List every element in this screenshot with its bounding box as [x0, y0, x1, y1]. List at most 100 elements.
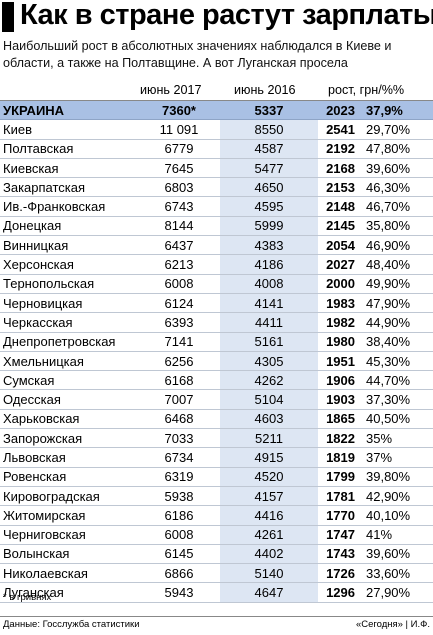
jun2017-cell: 11 091	[138, 119, 220, 140]
growth-cell: 2023	[318, 101, 358, 121]
region-cell: Полтавская	[0, 139, 138, 159]
percent-cell: 27,90%	[358, 582, 433, 603]
growth-cell: 2054	[318, 235, 358, 256]
percent-cell: 37%	[358, 447, 433, 468]
jun2017-cell: 6779	[138, 139, 220, 159]
table-row: Ив.-Франковская 6743 4595 2148 46,70%	[0, 196, 433, 217]
growth-cell: 2145	[318, 216, 358, 237]
growth-cell: 2148	[318, 196, 358, 217]
jun2016-cell: 4305	[220, 351, 318, 372]
percent-cell: 33,60%	[358, 563, 433, 584]
jun2017-cell: 6393	[138, 312, 220, 333]
growth-cell: 2027	[318, 254, 358, 275]
percent-cell: 44,90%	[358, 312, 433, 333]
region-cell: Черкасская	[0, 312, 138, 333]
credit-note: «Сегодня» | И.Ф.	[355, 619, 430, 630]
region-cell: Киев	[0, 119, 138, 140]
jun2016-cell: 4262	[220, 370, 318, 391]
jun2016-cell: 5140	[220, 563, 318, 584]
growth-cell: 1980	[318, 332, 358, 352]
header-jun2016: июнь 2016	[234, 83, 296, 97]
jun2017-cell: 6124	[138, 293, 220, 314]
table-row: Сумская 6168 4262 1906 44,70%	[0, 370, 433, 391]
percent-cell: 49,90%	[358, 274, 433, 294]
growth-cell: 1982	[318, 312, 358, 333]
growth-cell: 1743	[318, 544, 358, 565]
jun2017-cell: 6145	[138, 544, 220, 565]
percent-cell: 41%	[358, 525, 433, 545]
growth-cell: 1983	[318, 293, 358, 314]
title-block: Как в стране растут зарплаты	[0, 0, 433, 38]
percent-cell: 48,40%	[358, 254, 433, 275]
growth-cell: 2192	[318, 139, 358, 159]
region-cell: Тернопольская	[0, 274, 138, 294]
table-row: Черновицкая 6124 4141 1983 47,90%	[0, 293, 433, 314]
footer-divider	[0, 616, 433, 617]
jun2017-cell: 8144	[138, 216, 220, 237]
percent-cell: 46,90%	[358, 235, 433, 256]
region-cell: Хмельницкая	[0, 351, 138, 372]
region-cell: Ив.-Франковская	[0, 196, 138, 217]
growth-cell: 1822	[318, 428, 358, 449]
region-cell: Винницкая	[0, 235, 138, 256]
region-cell: Львовская	[0, 447, 138, 468]
jun2016-cell: 4157	[220, 486, 318, 507]
table-row: Запорожская 7033 5211 1822 35%	[0, 428, 433, 449]
region-cell: Киевская	[0, 158, 138, 179]
region-cell: Сумская	[0, 370, 138, 391]
growth-cell: 1781	[318, 486, 358, 507]
jun2017-cell: 6186	[138, 505, 220, 526]
table-row: Днепропетровская 7141 5161 1980 38,40%	[0, 332, 433, 352]
table-row: Киевская 7645 5477 2168 39,60%	[0, 158, 433, 179]
footnote: * в гривнях	[3, 592, 52, 603]
chart-title: Как в стране растут зарплаты	[20, 0, 433, 31]
jun2017-cell: 6803	[138, 177, 220, 198]
jun2017-cell: 6168	[138, 370, 220, 391]
region-cell: Кировоградская	[0, 486, 138, 507]
growth-cell: 1726	[318, 563, 358, 584]
region-cell: Днепропетровская	[0, 332, 138, 352]
jun2017-cell: 7033	[138, 428, 220, 449]
table-row: Полтавская 6779 4587 2192 47,80%	[0, 139, 433, 159]
table-row: Волынская 6145 4402 1743 39,60%	[0, 544, 433, 565]
growth-cell: 1865	[318, 409, 358, 430]
percent-cell: 38,40%	[358, 332, 433, 352]
jun2016-cell: 5477	[220, 158, 318, 179]
jun2017-cell: 7360*	[138, 101, 220, 121]
table-row: Черниговская 6008 4261 1747 41%	[0, 525, 433, 545]
growth-cell: 1819	[318, 447, 358, 468]
jun2017-cell: 7141	[138, 332, 220, 352]
growth-cell: 2000	[318, 274, 358, 294]
region-cell: Харьковская	[0, 409, 138, 430]
growth-cell: 2168	[318, 158, 358, 179]
table-row: Харьковская 6468 4603 1865 40,50%	[0, 409, 433, 430]
source-note: Данные: Госслужба статистики	[3, 619, 140, 630]
jun2017-cell: 6256	[138, 351, 220, 372]
region-cell: Волынская	[0, 544, 138, 565]
growth-cell: 2541	[318, 119, 358, 140]
percent-cell: 42,90%	[358, 486, 433, 507]
percent-cell: 35,80%	[358, 216, 433, 237]
jun2016-cell: 4416	[220, 505, 318, 526]
jun2017-cell: 6319	[138, 467, 220, 487]
region-cell: Херсонская	[0, 254, 138, 275]
table-row: Херсонская 6213 4186 2027 48,40%	[0, 254, 433, 275]
growth-cell: 1903	[318, 389, 358, 410]
jun2016-cell: 4595	[220, 196, 318, 217]
jun2016-cell: 4520	[220, 467, 318, 487]
jun2016-cell: 4008	[220, 274, 318, 294]
growth-cell: 2153	[318, 177, 358, 198]
jun2017-cell: 6734	[138, 447, 220, 468]
title-accent-bar	[2, 2, 14, 32]
table-row: Львовская 6734 4915 1819 37%	[0, 447, 433, 468]
table-row: Киев 11 091 8550 2541 29,70%	[0, 119, 433, 140]
percent-cell: 39,60%	[358, 158, 433, 179]
jun2017-cell: 6008	[138, 274, 220, 294]
percent-cell: 39,80%	[358, 467, 433, 487]
growth-cell: 1296	[318, 582, 358, 603]
jun2017-cell: 6213	[138, 254, 220, 275]
jun2017-cell: 7645	[138, 158, 220, 179]
jun2016-cell: 4141	[220, 293, 318, 314]
region-cell: УКРАИНА	[0, 101, 138, 121]
growth-cell: 1906	[318, 370, 358, 391]
